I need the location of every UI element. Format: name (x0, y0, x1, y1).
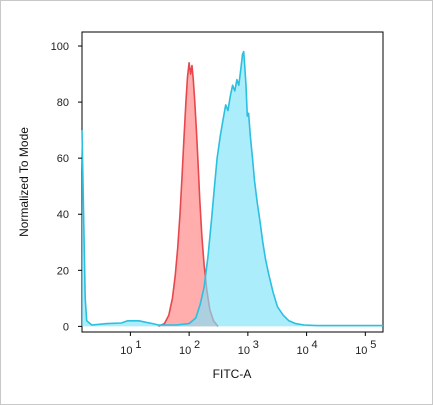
x-tick-exponent: 5 (370, 339, 376, 351)
y-tick-label: 0 (63, 321, 69, 333)
x-tick-exponent: 1 (135, 339, 141, 351)
x-axis-title: FITC-A (213, 367, 252, 381)
y-tick-label: 60 (57, 153, 69, 165)
x-tick-label: 10 (179, 345, 191, 357)
y-axis-title: Normalized To Mode (17, 127, 31, 237)
x-tick-label: 10 (238, 345, 250, 357)
x-tick-exponent: 2 (194, 339, 200, 351)
y-tick-label: 80 (57, 97, 69, 109)
y-axis-ticks: 0 20 40 60 80 100 (51, 41, 82, 333)
x-tick-label: 10 (355, 345, 367, 357)
series-2-fill (82, 51, 383, 327)
x-tick-label: 10 (296, 345, 308, 357)
x-axis-ticks: 10 1 10 2 10 3 10 4 10 5 (120, 332, 376, 357)
y-tick-label: 20 (57, 265, 69, 277)
y-tick-label: 100 (51, 41, 69, 53)
x-tick-label: 10 (120, 345, 132, 357)
series-2-line (81, 50, 383, 327)
series-layer (81, 50, 383, 328)
series-1-line (158, 62, 219, 328)
x-tick-exponent: 4 (312, 339, 318, 351)
y-tick-label: 40 (57, 209, 69, 221)
x-tick-exponent: 3 (253, 339, 259, 351)
